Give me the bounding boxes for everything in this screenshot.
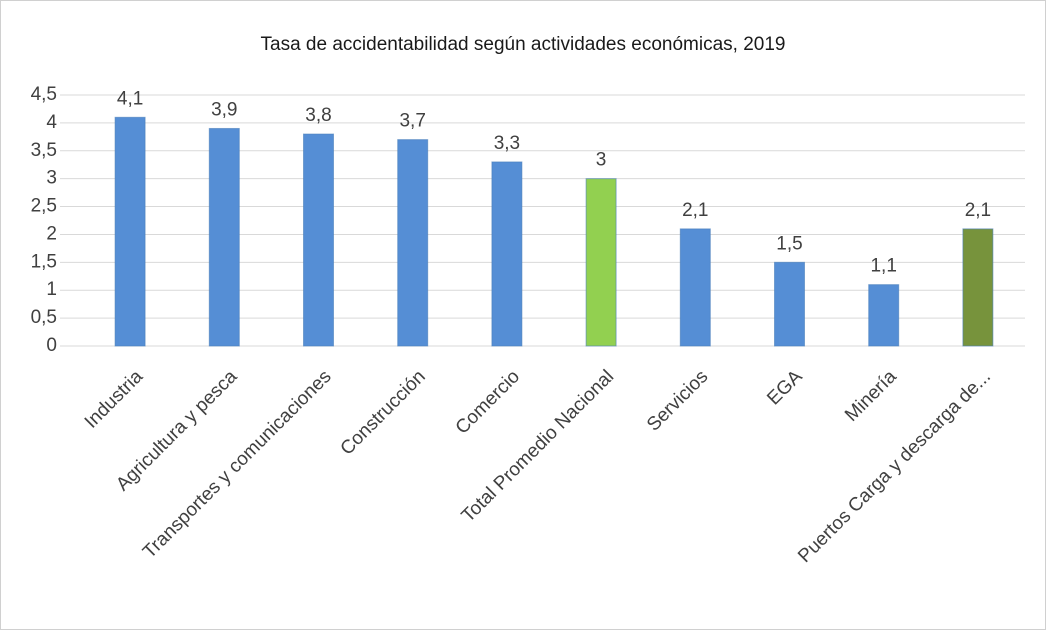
y-tick-label: 2 [46, 223, 57, 244]
y-tick-label: 2,5 [31, 196, 57, 217]
chart-title: Tasa de accidentabilidad según actividad… [261, 34, 786, 55]
bar [114, 116, 146, 347]
value-label: 1,1 [870, 256, 896, 277]
value-label: 1,5 [776, 233, 802, 254]
y-tick-label: 1,5 [31, 251, 57, 272]
bar [962, 228, 994, 347]
value-label: 4,1 [117, 88, 143, 109]
y-tick-label: 1 [46, 279, 57, 300]
value-label: 3,9 [211, 99, 237, 120]
y-tick-label: 3 [46, 168, 57, 189]
y-tick-label: 0,5 [31, 307, 57, 328]
bar [585, 178, 617, 347]
bar [491, 161, 523, 347]
y-tick-label: 0 [46, 335, 57, 356]
value-label: 3,8 [305, 105, 331, 126]
value-label: 2,1 [682, 200, 708, 221]
value-label: 3,7 [399, 111, 425, 132]
y-tick-label: 4,5 [31, 84, 57, 105]
value-label: 3,3 [494, 133, 520, 154]
bar [208, 127, 240, 347]
bar [679, 228, 711, 347]
y-tick-label: 4 [46, 112, 57, 133]
bar [303, 133, 334, 347]
bar [774, 261, 805, 347]
value-label: 2,1 [965, 200, 991, 221]
y-tick-label: 3,5 [31, 140, 57, 161]
bar [868, 284, 900, 347]
bar [397, 139, 429, 347]
value-label: 3 [596, 150, 607, 171]
